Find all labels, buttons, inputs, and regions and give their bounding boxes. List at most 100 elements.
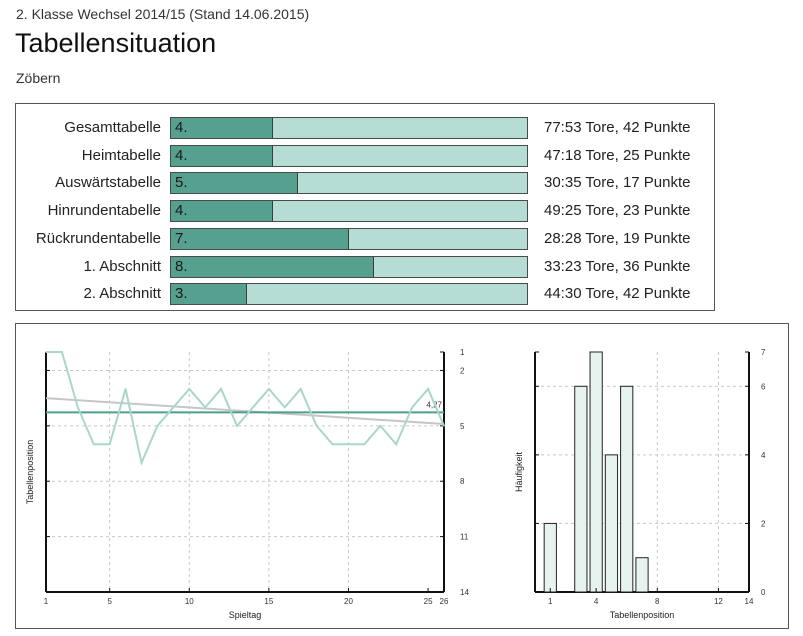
y-tick-label: 1: [460, 348, 465, 357]
series-point: [299, 388, 302, 390]
x-tick-label: 14: [745, 597, 754, 606]
row-label: Gesamttabelle: [64, 119, 161, 136]
series-point: [427, 388, 429, 390]
histogram-bar: [635, 557, 649, 593]
series-point: [124, 388, 127, 390]
series-point: [315, 425, 318, 427]
series-point: [204, 406, 206, 409]
x-tick-label: 1: [44, 597, 49, 606]
series-point: [284, 406, 286, 409]
x-tick-label: 25: [424, 597, 433, 606]
x-tick-label: 15: [264, 597, 273, 606]
row-stats: 49:25 Tore, 23 Punkte: [544, 202, 691, 220]
x-tick-label: 10: [185, 597, 194, 606]
rank-value: 3.: [175, 285, 188, 303]
table-row: Rückrundentabelle 7. 28:28 Tore, 19 Punkte: [16, 227, 716, 252]
rank-bar: 3.: [170, 283, 528, 306]
row-label: Hinrundentabelle: [47, 202, 161, 220]
rank-value: 4.: [175, 119, 188, 136]
histogram-bar: [574, 385, 588, 593]
x-tick-label: 8: [655, 597, 660, 606]
series-point: [331, 443, 334, 446]
series-point: [411, 406, 413, 409]
rank-bar-fill: [171, 118, 273, 138]
rank-bar-fill: [171, 284, 248, 305]
series-point: [188, 388, 191, 390]
series-point: [379, 425, 382, 427]
series-point: [363, 443, 366, 446]
table-row: 2. Abschnitt 3. 44:30 Tore, 42 Punkte: [16, 282, 716, 307]
row-stats: 44:30 Tore, 42 Punkte: [544, 285, 691, 303]
x-tick-label: 12: [714, 597, 723, 606]
rank-value: 5.: [175, 174, 188, 192]
rank-bar-fill: [171, 173, 299, 194]
row-stats: 30:35 Tore, 17 Punkte: [544, 174, 691, 192]
x-tick-label: 4: [594, 597, 599, 606]
row-stats: 33:23 Tore, 36 Punkte: [544, 257, 691, 275]
series-point: [347, 443, 350, 446]
series-point: [395, 443, 398, 446]
series-point: [45, 351, 47, 353]
series-point: [61, 351, 63, 353]
series-point: [172, 406, 175, 409]
page-title: Tabellensituation: [15, 28, 217, 58]
charts-panel: 1 2 5 8 11 14 1 5 10 15 20 25 26 Spieltag Tabellenposi…: [15, 323, 789, 629]
y-tick-label: 5: [460, 422, 465, 431]
rank-bar-fill: [171, 228, 349, 249]
rank-bar: 4.: [170, 144, 528, 167]
x-axis-title: Spieltag: [229, 610, 262, 620]
y-tick-label: 7: [761, 348, 766, 357]
y-tick-label: 2: [761, 519, 766, 528]
row-label: 1. Abschnitt: [83, 257, 161, 275]
y-tick-label: 8: [460, 477, 465, 486]
y-tick-label: 14: [460, 588, 469, 597]
x-tick-label: 5: [107, 597, 112, 606]
series-point: [443, 425, 445, 427]
series-point: [140, 461, 143, 464]
rank-bar: 4.: [170, 117, 528, 139]
rank-value: 4.: [175, 202, 188, 220]
rank-value: 7.: [175, 229, 188, 247]
series-point: [236, 425, 238, 427]
histogram-bar: [620, 385, 634, 593]
series-point: [220, 388, 222, 390]
row-stats: 77:53 Tore, 42 Punkte: [544, 119, 691, 136]
row-stats: 28:28 Tore, 19 Punkte: [544, 229, 691, 247]
y-axis-title: Häufigkeit: [514, 451, 524, 492]
rank-bar: 8.: [170, 255, 528, 278]
x-axis-title: Tabellenposition: [610, 610, 675, 620]
x-tick-label: 26: [440, 597, 449, 606]
table-row: 1. Abschnitt 8. 33:23 Tore, 36 Punkte: [16, 255, 716, 280]
rank-bar-fill: [171, 145, 273, 166]
y-tick-label: 6: [761, 382, 766, 391]
y-tick-label: 4: [761, 451, 766, 460]
rank-bar: 4.: [170, 200, 528, 223]
series-point: [92, 443, 95, 446]
series-point: [252, 406, 254, 409]
row-label: Rückrundentabelle: [35, 229, 161, 247]
rank-bar: 7.: [170, 227, 528, 250]
rank-bar-fill: [171, 256, 375, 277]
table-row: Auswärtstabelle 5. 30:35 Tore, 17 Punkte: [16, 171, 716, 196]
histogram-bar: [604, 454, 619, 593]
row-label: Heimtabelle: [81, 146, 161, 164]
y-tick-label: 11: [460, 533, 469, 542]
series-point: [77, 406, 79, 409]
x-tick-label: 1: [548, 597, 553, 606]
series-point: [156, 425, 159, 427]
subtitle: 2. Klasse Wechsel 2014/15 (Stand 14.06.2…: [16, 6, 310, 22]
histogram-bar: [589, 351, 603, 593]
table-row: Gesamttabelle 4. 77:53 Tore, 42 Punkte: [16, 116, 716, 141]
team-name: Zöbern: [16, 70, 61, 86]
row-label: Auswärtstabelle: [55, 174, 161, 192]
row-stats: 47:18 Tore, 25 Punkte: [544, 146, 691, 164]
standings-table: Gesamttabelle 4. 77:53 Tore, 42 Punkte Heim…: [15, 103, 715, 311]
table-row: Hinrundentabelle 4. 49:25 Tore, 23 Punkte: [16, 199, 716, 224]
y-tick-label: 2: [460, 366, 465, 375]
row-label: 2. Abschnitt: [83, 285, 161, 303]
rank-bar-fill: [171, 201, 273, 222]
table-row: Heimtabelle 4. 47:18 Tore, 25 Punkte: [16, 144, 716, 169]
x-tick-label: 20: [344, 597, 353, 606]
